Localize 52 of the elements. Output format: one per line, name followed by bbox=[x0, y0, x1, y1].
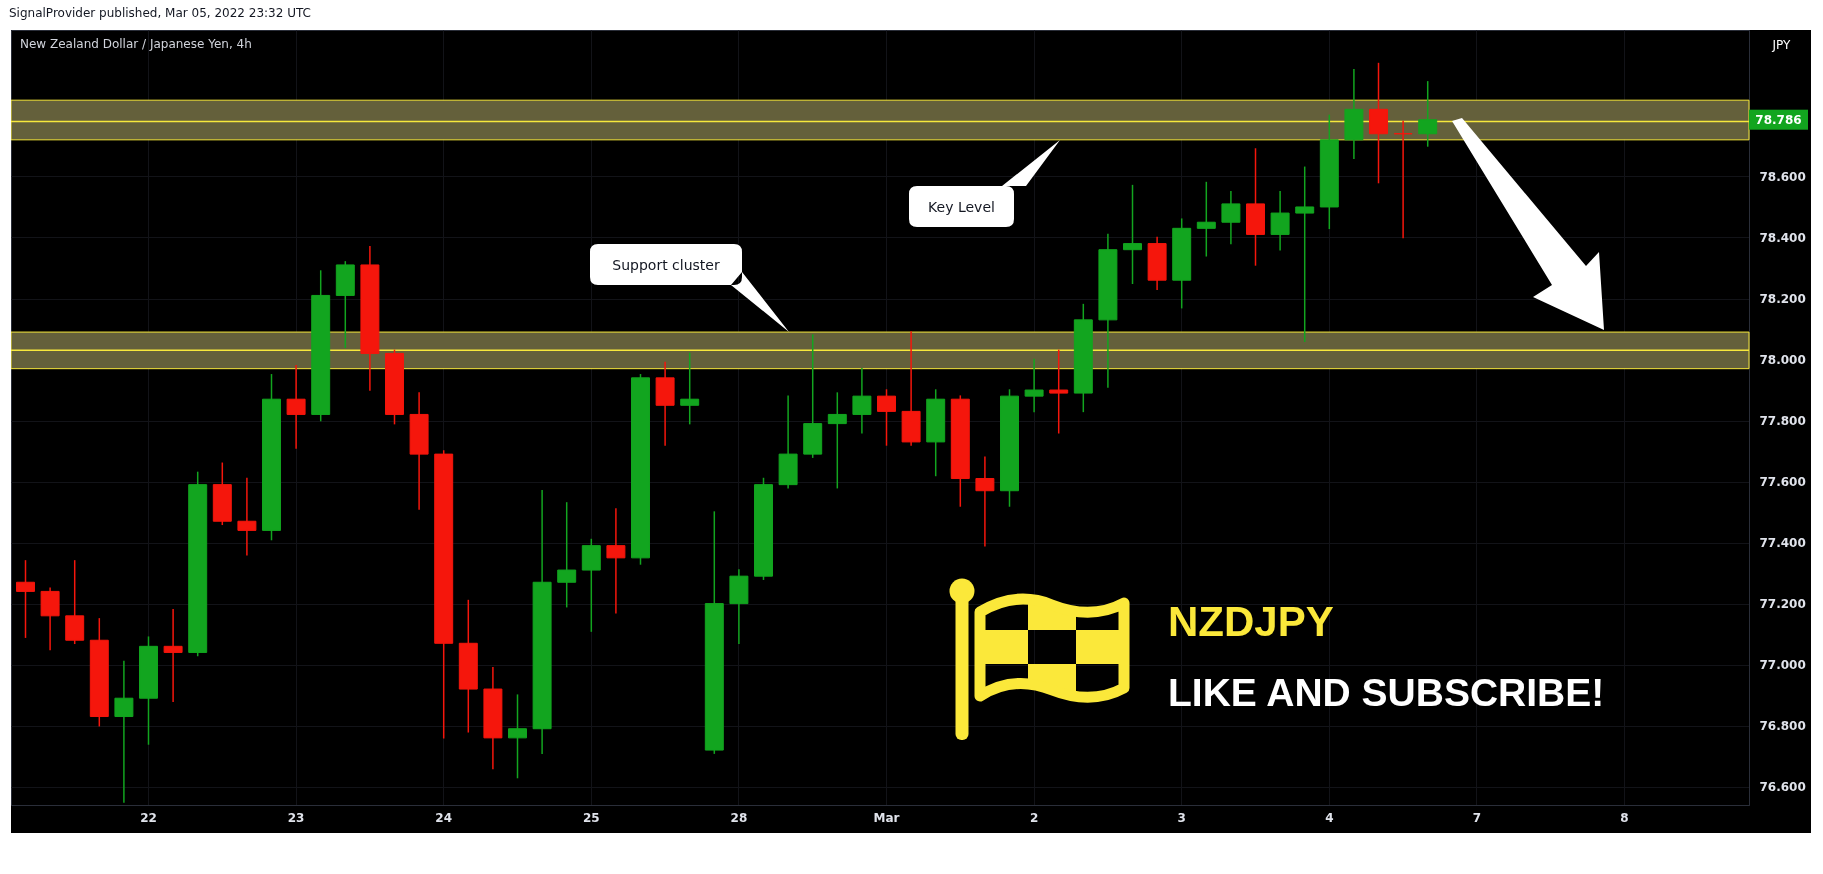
candlestick bbox=[163, 608, 183, 703]
candlestick bbox=[16, 560, 35, 638]
candlestick bbox=[1196, 181, 1216, 257]
x-tick-label: 2 bbox=[1029, 810, 1039, 825]
candlestick bbox=[557, 502, 577, 608]
candlestick bbox=[852, 367, 872, 434]
candlestick bbox=[286, 364, 306, 449]
x-tick-label: 23 bbox=[287, 810, 305, 825]
y-tick-label: 76.600 bbox=[1759, 780, 1806, 795]
candlestick bbox=[1270, 190, 1290, 251]
candlestick bbox=[1393, 120, 1413, 239]
x-tick-label: 25 bbox=[582, 810, 600, 825]
candlestick bbox=[1123, 184, 1142, 284]
y-tick-label: 77.600 bbox=[1759, 475, 1806, 490]
text: New Zealand Dollar / Japanese Yen, 4h bbox=[20, 37, 252, 51]
text: 78.786 bbox=[1755, 113, 1802, 128]
candlestick bbox=[606, 508, 626, 614]
y-tick-label: 77.000 bbox=[1759, 658, 1806, 673]
text: SignalProvider published, Mar 05, 2022 23:32 UTC bbox=[9, 6, 311, 20]
candlestick bbox=[508, 694, 527, 779]
y-tick-label: 78.000 bbox=[1759, 353, 1806, 368]
candlestick bbox=[680, 352, 700, 425]
y-tick-label: 78.400 bbox=[1759, 230, 1806, 245]
candlestick bbox=[1221, 190, 1241, 245]
annotation: NZDJPY bbox=[1168, 598, 1334, 645]
annotation: LIKE AND SUBSCRIBE! bbox=[1168, 671, 1605, 714]
candlestick bbox=[1295, 166, 1315, 342]
y-tick-label: 78.600 bbox=[1759, 169, 1806, 184]
candlestick bbox=[1418, 81, 1438, 147]
candlestick bbox=[877, 389, 896, 446]
candlestick bbox=[1024, 358, 1044, 413]
y-tick-label: 77.800 bbox=[1759, 414, 1806, 429]
y-tick-label: 78.200 bbox=[1759, 292, 1806, 306]
x-tick-label: 3 bbox=[1177, 810, 1186, 825]
x-tick-label: 22 bbox=[140, 810, 157, 825]
candlestick bbox=[1049, 349, 1069, 434]
candlestick bbox=[237, 477, 257, 556]
annotation: Support cluster bbox=[612, 256, 720, 273]
x-tick-label: 8 bbox=[1620, 810, 1629, 825]
x-tick-label: 28 bbox=[730, 810, 748, 825]
x-tick-label: 7 bbox=[1472, 810, 1482, 825]
y-tick-label: 77.400 bbox=[1759, 536, 1806, 551]
candlestick bbox=[975, 456, 995, 547]
y-tick-label: 76.800 bbox=[1759, 719, 1806, 734]
x-tick-label: 4 bbox=[1325, 810, 1334, 825]
x-tick-label: Mar bbox=[873, 810, 900, 825]
candlestick bbox=[114, 660, 134, 803]
y-tick-label: 77.200 bbox=[1759, 597, 1806, 612]
y-axis-title: JPY bbox=[1771, 37, 1792, 52]
candlestick bbox=[827, 392, 847, 489]
x-tick-label: 24 bbox=[435, 810, 453, 825]
annotation: Key Level bbox=[928, 198, 995, 215]
